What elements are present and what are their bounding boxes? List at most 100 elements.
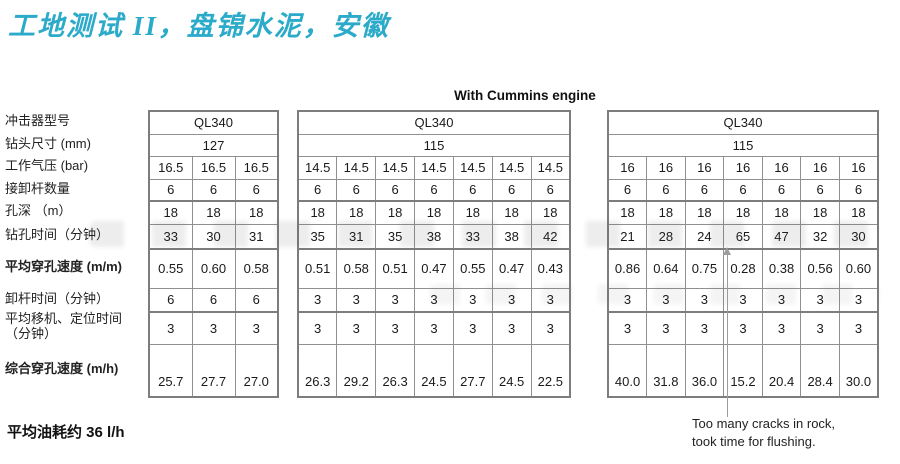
table-cell: 16.5 bbox=[148, 155, 193, 180]
table-cell: 47 bbox=[761, 223, 802, 250]
table-cell: 14.5 bbox=[530, 155, 571, 180]
table-cell: 26.3 bbox=[375, 343, 416, 398]
table-cell: 24 bbox=[684, 223, 725, 250]
table-cell: 16.5 bbox=[234, 155, 279, 180]
row-label: 接卸杆数量 bbox=[5, 180, 71, 196]
table-cell: 0.51 bbox=[297, 248, 338, 289]
table-cell: 36.0 bbox=[684, 343, 725, 398]
table-cell: 3 bbox=[838, 287, 879, 313]
table-cell: 0.55 bbox=[148, 248, 193, 289]
table-cell: 3 bbox=[761, 311, 802, 345]
table-cell: 3 bbox=[297, 287, 338, 313]
table-cell: 28.4 bbox=[800, 343, 840, 398]
table-cell: 6 bbox=[375, 178, 416, 202]
table-cell: QL340 bbox=[607, 110, 879, 135]
results-table-ql340-115-second: QL340 115 16 16 16 16 16 16 16 6 6 6 6 6 6 6 18 18 18 18 18 1… bbox=[607, 110, 879, 398]
table-cell: 18 bbox=[684, 200, 725, 225]
table-cell: 6 bbox=[234, 178, 279, 202]
arrow-up-icon bbox=[723, 247, 731, 255]
table-cell: 31 bbox=[234, 223, 279, 250]
table-cell: 16.5 bbox=[191, 155, 236, 180]
annotation-arrow-line bbox=[727, 255, 728, 417]
annotation-line: Too many cracks in rock, bbox=[692, 416, 836, 431]
table-cell: 3 bbox=[530, 311, 571, 345]
fuel-consumption-note: 平均油耗约 36 l/h bbox=[7, 424, 125, 441]
table-cell: 38 bbox=[414, 223, 454, 250]
table-cell: 6 bbox=[646, 178, 686, 202]
data-table: QL340 115 14.5 14.5 14.5 14.5 14.5 14.5 14.5 6 6 6 6… bbox=[297, 110, 571, 398]
table-cell: 20.4 bbox=[761, 343, 802, 398]
table-cell: 3 bbox=[414, 287, 454, 313]
table-cell: 26.3 bbox=[297, 343, 338, 398]
table-cell: 6 bbox=[148, 178, 193, 202]
table-cell: 18 bbox=[297, 200, 338, 225]
table-cell: 18 bbox=[530, 200, 571, 225]
table-cell: 6 bbox=[452, 178, 493, 202]
table-cell: 14.5 bbox=[491, 155, 532, 180]
row-label: 卸杆时间（分钟） bbox=[5, 290, 110, 306]
table-cell: 21 bbox=[607, 223, 648, 250]
table-cell: 3 bbox=[761, 287, 802, 313]
table-cell: 0.58 bbox=[234, 248, 279, 289]
row-label: 冲击器型号 bbox=[5, 113, 71, 129]
table-cell: 6 bbox=[800, 178, 840, 202]
table-cell: 6 bbox=[414, 178, 454, 202]
table-cell: 14.5 bbox=[414, 155, 454, 180]
data-table: QL340 127 16.5 16.5 16.5 6 6 6 18 18 18 33 30 31 0.55 0… bbox=[148, 110, 279, 398]
table-cell: 14.5 bbox=[452, 155, 493, 180]
table-cell: 0.47 bbox=[491, 248, 532, 289]
table-cell: 0.60 bbox=[838, 248, 879, 289]
table-cell: QL340 bbox=[297, 110, 571, 135]
table-cell: 65 bbox=[723, 223, 763, 250]
row-label: 钻孔时间（分钟） bbox=[5, 227, 110, 243]
row-label: 孔深 （m） bbox=[5, 203, 72, 219]
table-cell: 42 bbox=[530, 223, 571, 250]
engine-heading: With Cummins engine bbox=[454, 88, 596, 103]
table-cell: 33 bbox=[148, 223, 193, 250]
table-cell: 30 bbox=[838, 223, 879, 250]
annotation-line: took time for flushing. bbox=[692, 433, 816, 449]
table-cell: 18 bbox=[452, 200, 493, 225]
table-cell: 18 bbox=[646, 200, 686, 225]
table-cell: 40.0 bbox=[607, 343, 648, 398]
table-cell: 3 bbox=[646, 287, 686, 313]
table-cell: 3 bbox=[800, 311, 840, 345]
table-cell: 18 bbox=[234, 200, 279, 225]
table-cell: 16 bbox=[646, 155, 686, 180]
table-cell: 30.0 bbox=[838, 343, 879, 398]
table-cell: 3 bbox=[646, 311, 686, 345]
table-cell: 18 bbox=[336, 200, 377, 225]
table-cell: 3 bbox=[491, 287, 532, 313]
table-cell: 3 bbox=[336, 311, 377, 345]
table-cell: 3 bbox=[375, 311, 416, 345]
table-cell: 3 bbox=[684, 311, 725, 345]
table-cell: 16 bbox=[800, 155, 840, 180]
table-cell: 3 bbox=[684, 287, 725, 313]
table-cell: 6 bbox=[491, 178, 532, 202]
table-cell: 0.55 bbox=[452, 248, 493, 289]
table-cell: 6 bbox=[684, 178, 725, 202]
table-cell: 6 bbox=[191, 178, 236, 202]
row-label: 钻头尺寸 (mm) bbox=[5, 135, 91, 151]
table-cell: 3 bbox=[375, 287, 416, 313]
table-cell: 0.86 bbox=[607, 248, 648, 289]
results-table-ql340-115-cummins: QL340 115 14.5 14.5 14.5 14.5 14.5 14.5 14.5 6 6 6 6… bbox=[297, 110, 571, 398]
table-cell: 0.75 bbox=[684, 248, 725, 289]
table-cell: 31 bbox=[336, 223, 377, 250]
table-cell: 6 bbox=[530, 178, 571, 202]
table-cell: 0.43 bbox=[530, 248, 571, 289]
table-cell: 3 bbox=[530, 287, 571, 313]
table-cell: 3 bbox=[414, 311, 454, 345]
table-cell: 18 bbox=[800, 200, 840, 225]
table-cell: 38 bbox=[491, 223, 532, 250]
table-cell: 0.56 bbox=[800, 248, 840, 289]
table-cell: 3 bbox=[452, 287, 493, 313]
table-cell: 0.51 bbox=[375, 248, 416, 289]
row-label: 工作气压 (bar) bbox=[5, 158, 89, 174]
table-cell: 3 bbox=[607, 287, 648, 313]
table-cell: 6 bbox=[297, 178, 338, 202]
table-cell: 18 bbox=[191, 200, 236, 225]
table-cell: 0.38 bbox=[761, 248, 802, 289]
table-cell: 0.28 bbox=[723, 248, 763, 289]
